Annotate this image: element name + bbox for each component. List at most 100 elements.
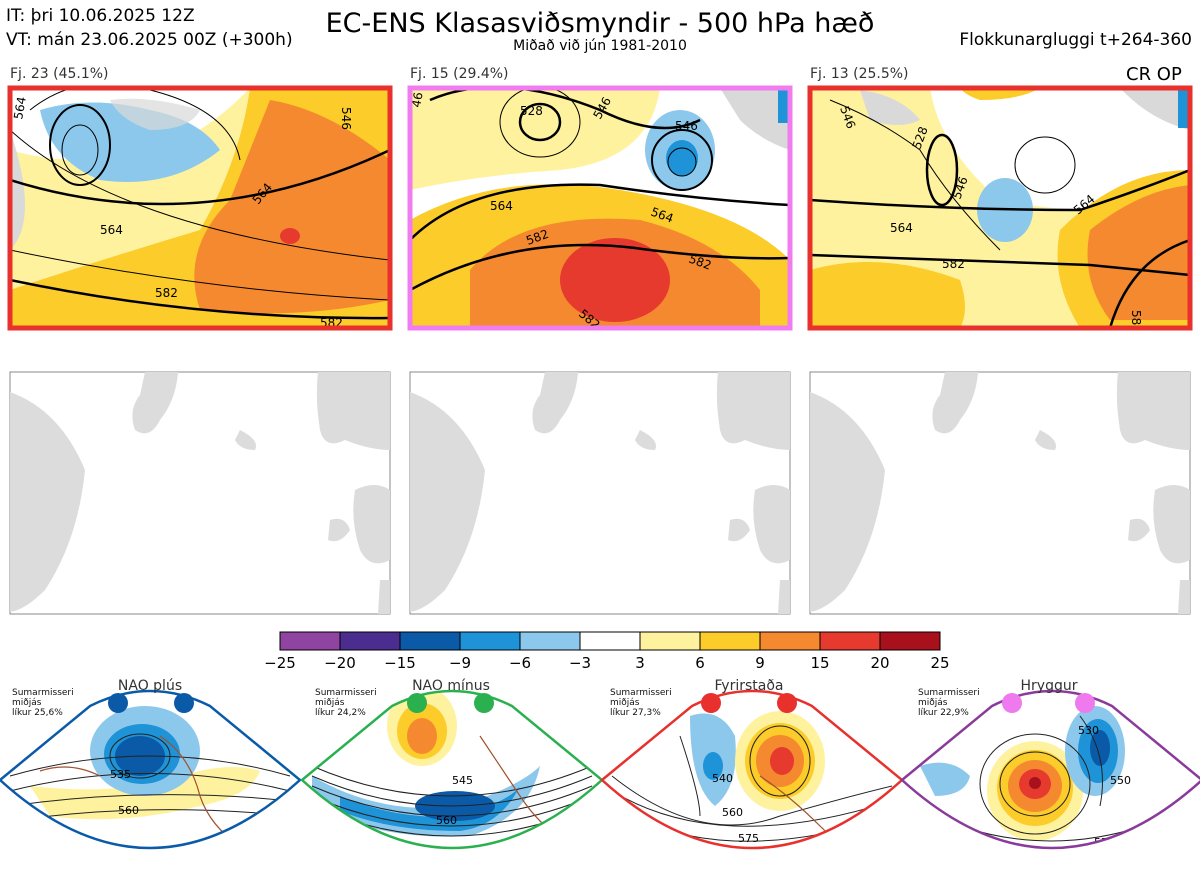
colorbar-swatch: [819, 631, 881, 651]
regime-period: miðjás: [918, 698, 948, 708]
regime-contour-label: 575: [446, 848, 467, 861]
page-title: EC-ENS Klasasviðsmyndir - 500 hPa hæð: [325, 8, 875, 39]
regime-prob: líkur 24,2%: [315, 708, 366, 718]
regime-row: 535 560 545 560 575: [0, 676, 1200, 871]
regime-map-blocking: 540 560 575: [602, 691, 902, 848]
panel-1-contour-label: 582: [320, 316, 343, 330]
colorbar-tick-label: −6: [509, 654, 531, 672]
regime-dot: [407, 693, 427, 713]
regime-map-nao-plus: 535 560: [0, 691, 300, 848]
cr-op-label: CR OP: [1126, 64, 1182, 85]
colorbar: −25 −20 −15 −9 −6 −3 3 6 9 15 20 25: [264, 631, 950, 672]
regime-frame-nao-plus: [0, 689, 302, 850]
classification-window: Flokkunargluggi t+264-360: [959, 30, 1192, 50]
regime-contour-label: 550: [1110, 774, 1131, 787]
colorbar-swatch: [759, 631, 821, 651]
colorbar-tick-label: 3: [635, 654, 645, 672]
cluster-map-1: 564 564 564 582 582 546: [10, 88, 390, 330]
regime-contour-label: 535: [110, 768, 131, 781]
regime-dot: [174, 693, 194, 713]
regime-title-blocking: Fyrirstaða: [715, 678, 784, 694]
panel-3-label: Fj. 13 (25.5%): [810, 66, 909, 82]
colorbar-tick-label: 20: [870, 654, 889, 672]
colorbar-tick-label: 25: [930, 654, 949, 672]
panel-2-frame: [407, 85, 793, 331]
colorbar-swatch: [519, 631, 581, 651]
regime-frame-blocking: [600, 689, 904, 850]
regime-contour-label: 560: [436, 814, 457, 827]
regime-dot: [108, 693, 128, 713]
regime-frame-ridge: [900, 689, 1200, 850]
regime-contour-label: 560: [118, 804, 139, 817]
regime-prob: líkur 22,9%: [918, 708, 969, 718]
panel-1-contour-label: 546: [339, 107, 353, 130]
regime-maps: 535 560 545 560 575: [0, 678, 1200, 861]
panel-3-contour-label: 564: [890, 221, 913, 235]
colorbar-swatch: [879, 631, 941, 651]
colorbar-tick-label: −9: [449, 654, 471, 672]
regime-prob: líkur 27,3%: [610, 708, 661, 718]
colorbar-tick-label: −20: [324, 654, 356, 672]
panel-2-contour-label: 46: [409, 91, 425, 108]
header-info: IT: þri 10.06.2025 12Z VT: mán 23.06.202…: [6, 4, 293, 52]
panel-2-label: Fj. 15 (29.4%): [410, 66, 509, 82]
panel-2-contour-label: 528: [520, 104, 543, 118]
panel-2-contour-label: 546: [675, 119, 698, 133]
regime-contour-label: 540: [712, 772, 733, 785]
regime-contour-label: 530: [1078, 724, 1099, 737]
colorbar-swatch: [279, 631, 341, 651]
colorbar-swatch: [639, 631, 701, 651]
regime-dot: [1075, 693, 1095, 713]
regime-contour-label: 575: [738, 832, 759, 845]
valid-time: VT: mán 23.06.2025 00Z (+300h): [6, 30, 293, 50]
colorbar-swatch: [699, 631, 761, 651]
base-map-3: [809, 371, 1191, 615]
regime-map-nao-minus: 545 560 575: [302, 691, 602, 861]
regime-period: miðjás: [315, 698, 345, 708]
panel-2-contour-label: 564: [490, 199, 513, 213]
regime-season: Sumarmisseri: [315, 688, 377, 698]
colorbar-tick-label: 6: [695, 654, 705, 672]
regime-title-ridge: Hryggur: [1021, 678, 1078, 694]
cluster-map-2: 528 546 546 564 564 582 582 582 46: [409, 88, 790, 328]
colorbar-tick-label: 9: [755, 654, 765, 672]
panel-1-label: Fj. 23 (45.1%): [10, 66, 109, 82]
colorbar-tick-label: −3: [569, 654, 591, 672]
panel-1-contour-label: 564: [100, 223, 123, 237]
colorbar-swatch: [459, 631, 521, 651]
regime-season: Sumarmisseri: [610, 688, 672, 698]
cluster-maps: 564 564 564 582 582 546 528 546 546 564 …: [7, 85, 1193, 333]
regime-dot: [1002, 693, 1022, 713]
colorbar-swatch: [399, 631, 461, 651]
initial-time: IT: þri 10.06.2025 12Z: [6, 6, 195, 26]
regime-season: Sumarmisseri: [918, 688, 980, 698]
panel-3-contour-label: 582: [942, 257, 965, 271]
regime-dot: [701, 693, 721, 713]
panel-3-contour-label: 582: [1129, 310, 1143, 333]
regime-period: miðjás: [610, 698, 640, 708]
regime-title-nao-plus: NAO plús: [118, 678, 182, 694]
colorbar-tick-label: 15: [810, 654, 829, 672]
regime-contour-label: 545: [452, 774, 473, 787]
cluster-map-3: 528 546 546 564 564 582 582: [810, 88, 1190, 333]
regime-frame-nao-minus: [300, 689, 604, 850]
colorbar-tick-label: −25: [264, 654, 296, 672]
base-maps: [9, 371, 1191, 615]
colorbar-swatch: [579, 631, 641, 651]
regime-period: miðjás: [12, 698, 42, 708]
regime-season: Sumarmisseri: [12, 688, 74, 698]
regime-title-nao-minus: NAO mínus: [412, 678, 490, 694]
regime-contour-label: 560: [722, 806, 743, 819]
panel-1-frame: [7, 85, 393, 331]
base-map-1: [9, 371, 391, 615]
regime-dot: [474, 693, 494, 713]
colorbar-tick-label: −15: [384, 654, 416, 672]
regime-dot: [777, 693, 797, 713]
base-map-2: [409, 371, 791, 615]
panel-1-contour-label: 582: [155, 286, 178, 300]
panel-3-frame: [807, 85, 1193, 331]
colorbar-swatch: [339, 631, 401, 651]
regime-prob: líkur 25,6%: [12, 708, 63, 718]
panel-1-contour-label: 564: [11, 96, 29, 121]
page-subtitle: Miðað við jún 1981-2010: [513, 38, 687, 54]
